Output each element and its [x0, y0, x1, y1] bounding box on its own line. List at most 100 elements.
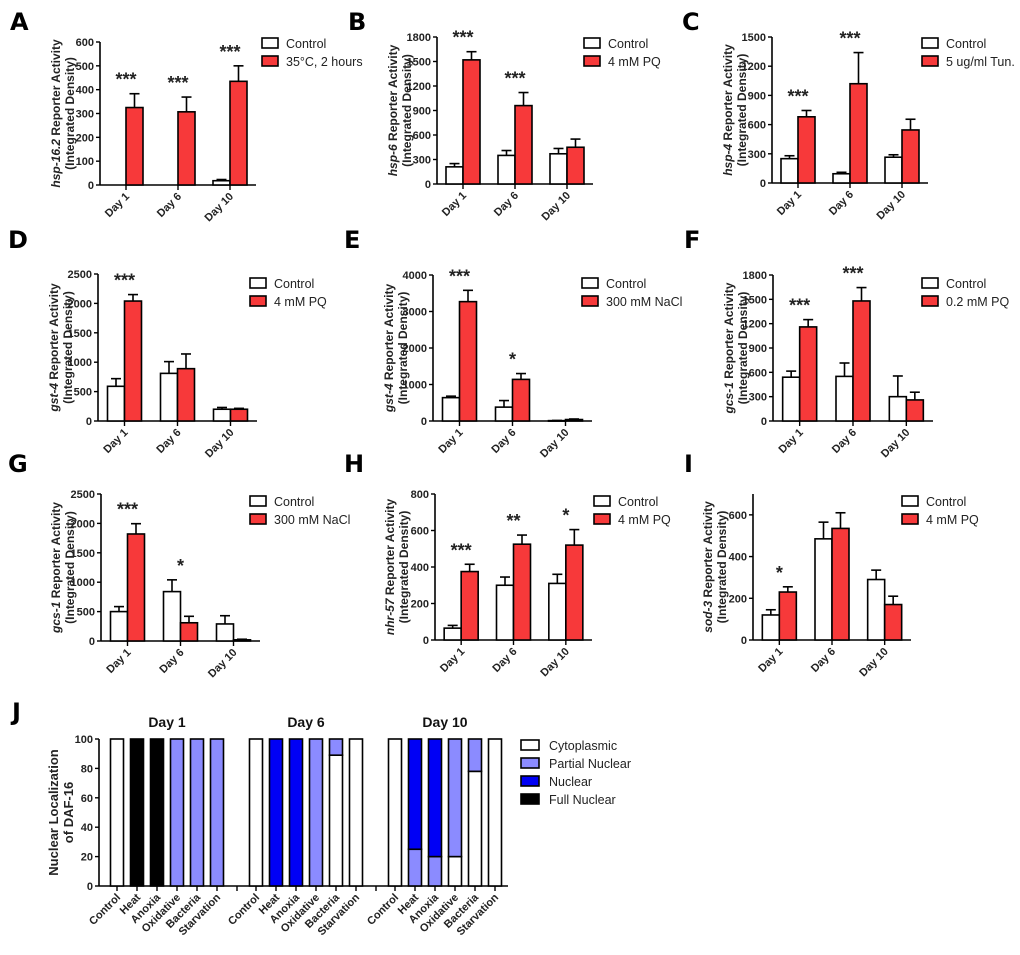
panel-letter: H — [344, 450, 364, 478]
legend-swatch — [583, 37, 601, 49]
bar-control — [494, 406, 514, 422]
bar-control — [780, 157, 799, 184]
legend-label: Cytoplasmic — [549, 739, 617, 753]
y-tick-label: 2000 — [71, 518, 95, 530]
y-tick-label: 900 — [413, 106, 431, 118]
legend-label: Full Nuclear — [549, 793, 616, 807]
y-tick-label: 1500 — [407, 57, 431, 69]
bar-treatment — [511, 378, 531, 422]
bar-treatment — [179, 621, 199, 642]
legend-swatch — [581, 295, 599, 307]
y-tick-label: 300 — [76, 109, 94, 121]
legend-label: 300 mM NaCl — [606, 295, 682, 309]
legend-swatch — [593, 513, 611, 525]
legend-swatch — [581, 277, 599, 289]
y-axis-label-line2: (Integrated Density) — [735, 54, 749, 167]
y-tick-label: 40 — [81, 822, 93, 834]
significance-marker: *** — [839, 29, 860, 49]
y-axis-label-gene: hsp-6 — [386, 144, 400, 176]
bar-treatment — [458, 300, 478, 422]
panel-letter: I — [684, 450, 693, 478]
y-tick-label: 0 — [89, 636, 95, 648]
bar-treatment — [797, 116, 816, 184]
bar-control — [212, 408, 232, 422]
bar-treatment — [123, 300, 143, 422]
y-axis-label: gst-4 Reporter Activity — [47, 283, 61, 413]
y-tick-label: 1800 — [743, 270, 767, 282]
stacked-segment-cytoplasmic — [348, 738, 364, 887]
y-tick-label: 400 — [411, 562, 429, 574]
y-tick-label: 600 — [729, 510, 747, 522]
y-tick-label: 400 — [76, 85, 94, 97]
group-title: Day 10 — [422, 714, 467, 730]
y-tick-label: 200 — [411, 599, 429, 611]
y-axis-label-gene: gst-4 — [382, 383, 396, 413]
x-tick-label: Day 10 — [206, 647, 240, 681]
y-tick-label: 0 — [760, 178, 766, 190]
significance-marker: ** — [506, 511, 520, 531]
y-axis-label-gene: sod-3 — [701, 600, 715, 632]
bar-treatment — [462, 59, 481, 185]
significance-marker: *** — [115, 70, 136, 90]
bar-control — [109, 610, 129, 642]
y-tick-label: 600 — [411, 526, 429, 538]
legend-label: Nuclear — [549, 775, 592, 789]
y-axis-label-text: Reporter Activity — [722, 282, 736, 382]
legend-swatch — [901, 513, 919, 525]
significance-marker: * — [562, 506, 569, 526]
panel-letter: G — [8, 450, 28, 478]
bar-control — [781, 376, 801, 422]
panel-a: A 0 100 200 300 400 500 600 hsp-16.2 Reporter Ac… — [10, 8, 363, 224]
significance-marker: * — [776, 563, 783, 583]
y-axis-label: Nuclear Localization — [46, 749, 61, 875]
y-tick-label: 500 — [74, 387, 92, 399]
legend-swatch — [921, 277, 939, 289]
y-tick-label: 0 — [87, 881, 93, 893]
bar-control — [106, 385, 126, 422]
x-tick-label: Day 1 — [440, 190, 469, 219]
legend-swatch — [921, 295, 939, 307]
panel-letter: E — [344, 226, 360, 254]
y-axis-label-text: Reporter Activity — [701, 501, 715, 601]
y-tick-label: 0 — [423, 635, 429, 647]
y-tick-label: 300 — [413, 155, 431, 167]
legend-swatch — [593, 495, 611, 507]
panel-d: D 0 500 1000 1500 2000 2500 gst-4 Reporter Acti… — [8, 226, 327, 460]
x-tick-label: Day 1 — [756, 646, 785, 675]
significance-marker: *** — [504, 69, 525, 89]
bar-treatment — [229, 408, 249, 422]
legend-swatch — [261, 55, 279, 67]
stacked-segment-partial-nuclear — [427, 855, 443, 887]
x-tick-label: Day 10 — [203, 191, 237, 225]
y-tick-label: 0 — [88, 180, 94, 192]
legend-label: 0.2 mM PQ — [946, 295, 1009, 309]
bar-control — [159, 372, 179, 422]
y-tick-label: 400 — [729, 552, 747, 564]
x-tick-label: Day 1 — [104, 647, 133, 676]
y-tick-label: 4000 — [403, 270, 427, 282]
bar-treatment — [512, 543, 532, 641]
legend-label: Partial Nuclear — [549, 757, 631, 771]
y-tick-label: 80 — [81, 763, 93, 775]
legend-swatch — [261, 37, 279, 49]
y-tick-label: 0 — [86, 416, 92, 428]
panel-f: F 0 300 600 900 1200 1500 1800 gcs-1 Reporter Ac… — [684, 226, 1009, 460]
bar-treatment — [905, 399, 925, 422]
x-tick-label: Day 6 — [809, 646, 838, 675]
y-axis-label-text: Reporter Activity — [383, 499, 397, 599]
y-tick-label: 100 — [76, 156, 94, 168]
significance-marker: *** — [449, 266, 470, 286]
y-tick-label: 300 — [748, 149, 766, 161]
legend-label: Control — [606, 277, 646, 291]
legend-swatch — [249, 277, 267, 289]
y-axis-label-text: Reporter Activity — [47, 283, 61, 383]
y-tick-label: 300 — [749, 392, 767, 404]
y-axis-label-line2: (Integrated Density) — [63, 57, 77, 170]
y-tick-label: 100 — [75, 734, 93, 746]
bar-treatment — [229, 80, 248, 186]
y-tick-label: 600 — [749, 367, 767, 379]
bar-control — [441, 396, 461, 422]
y-tick-label: 1500 — [743, 294, 767, 306]
y-tick-label: 1200 — [407, 81, 431, 93]
y-tick-label: 200 — [76, 132, 94, 144]
